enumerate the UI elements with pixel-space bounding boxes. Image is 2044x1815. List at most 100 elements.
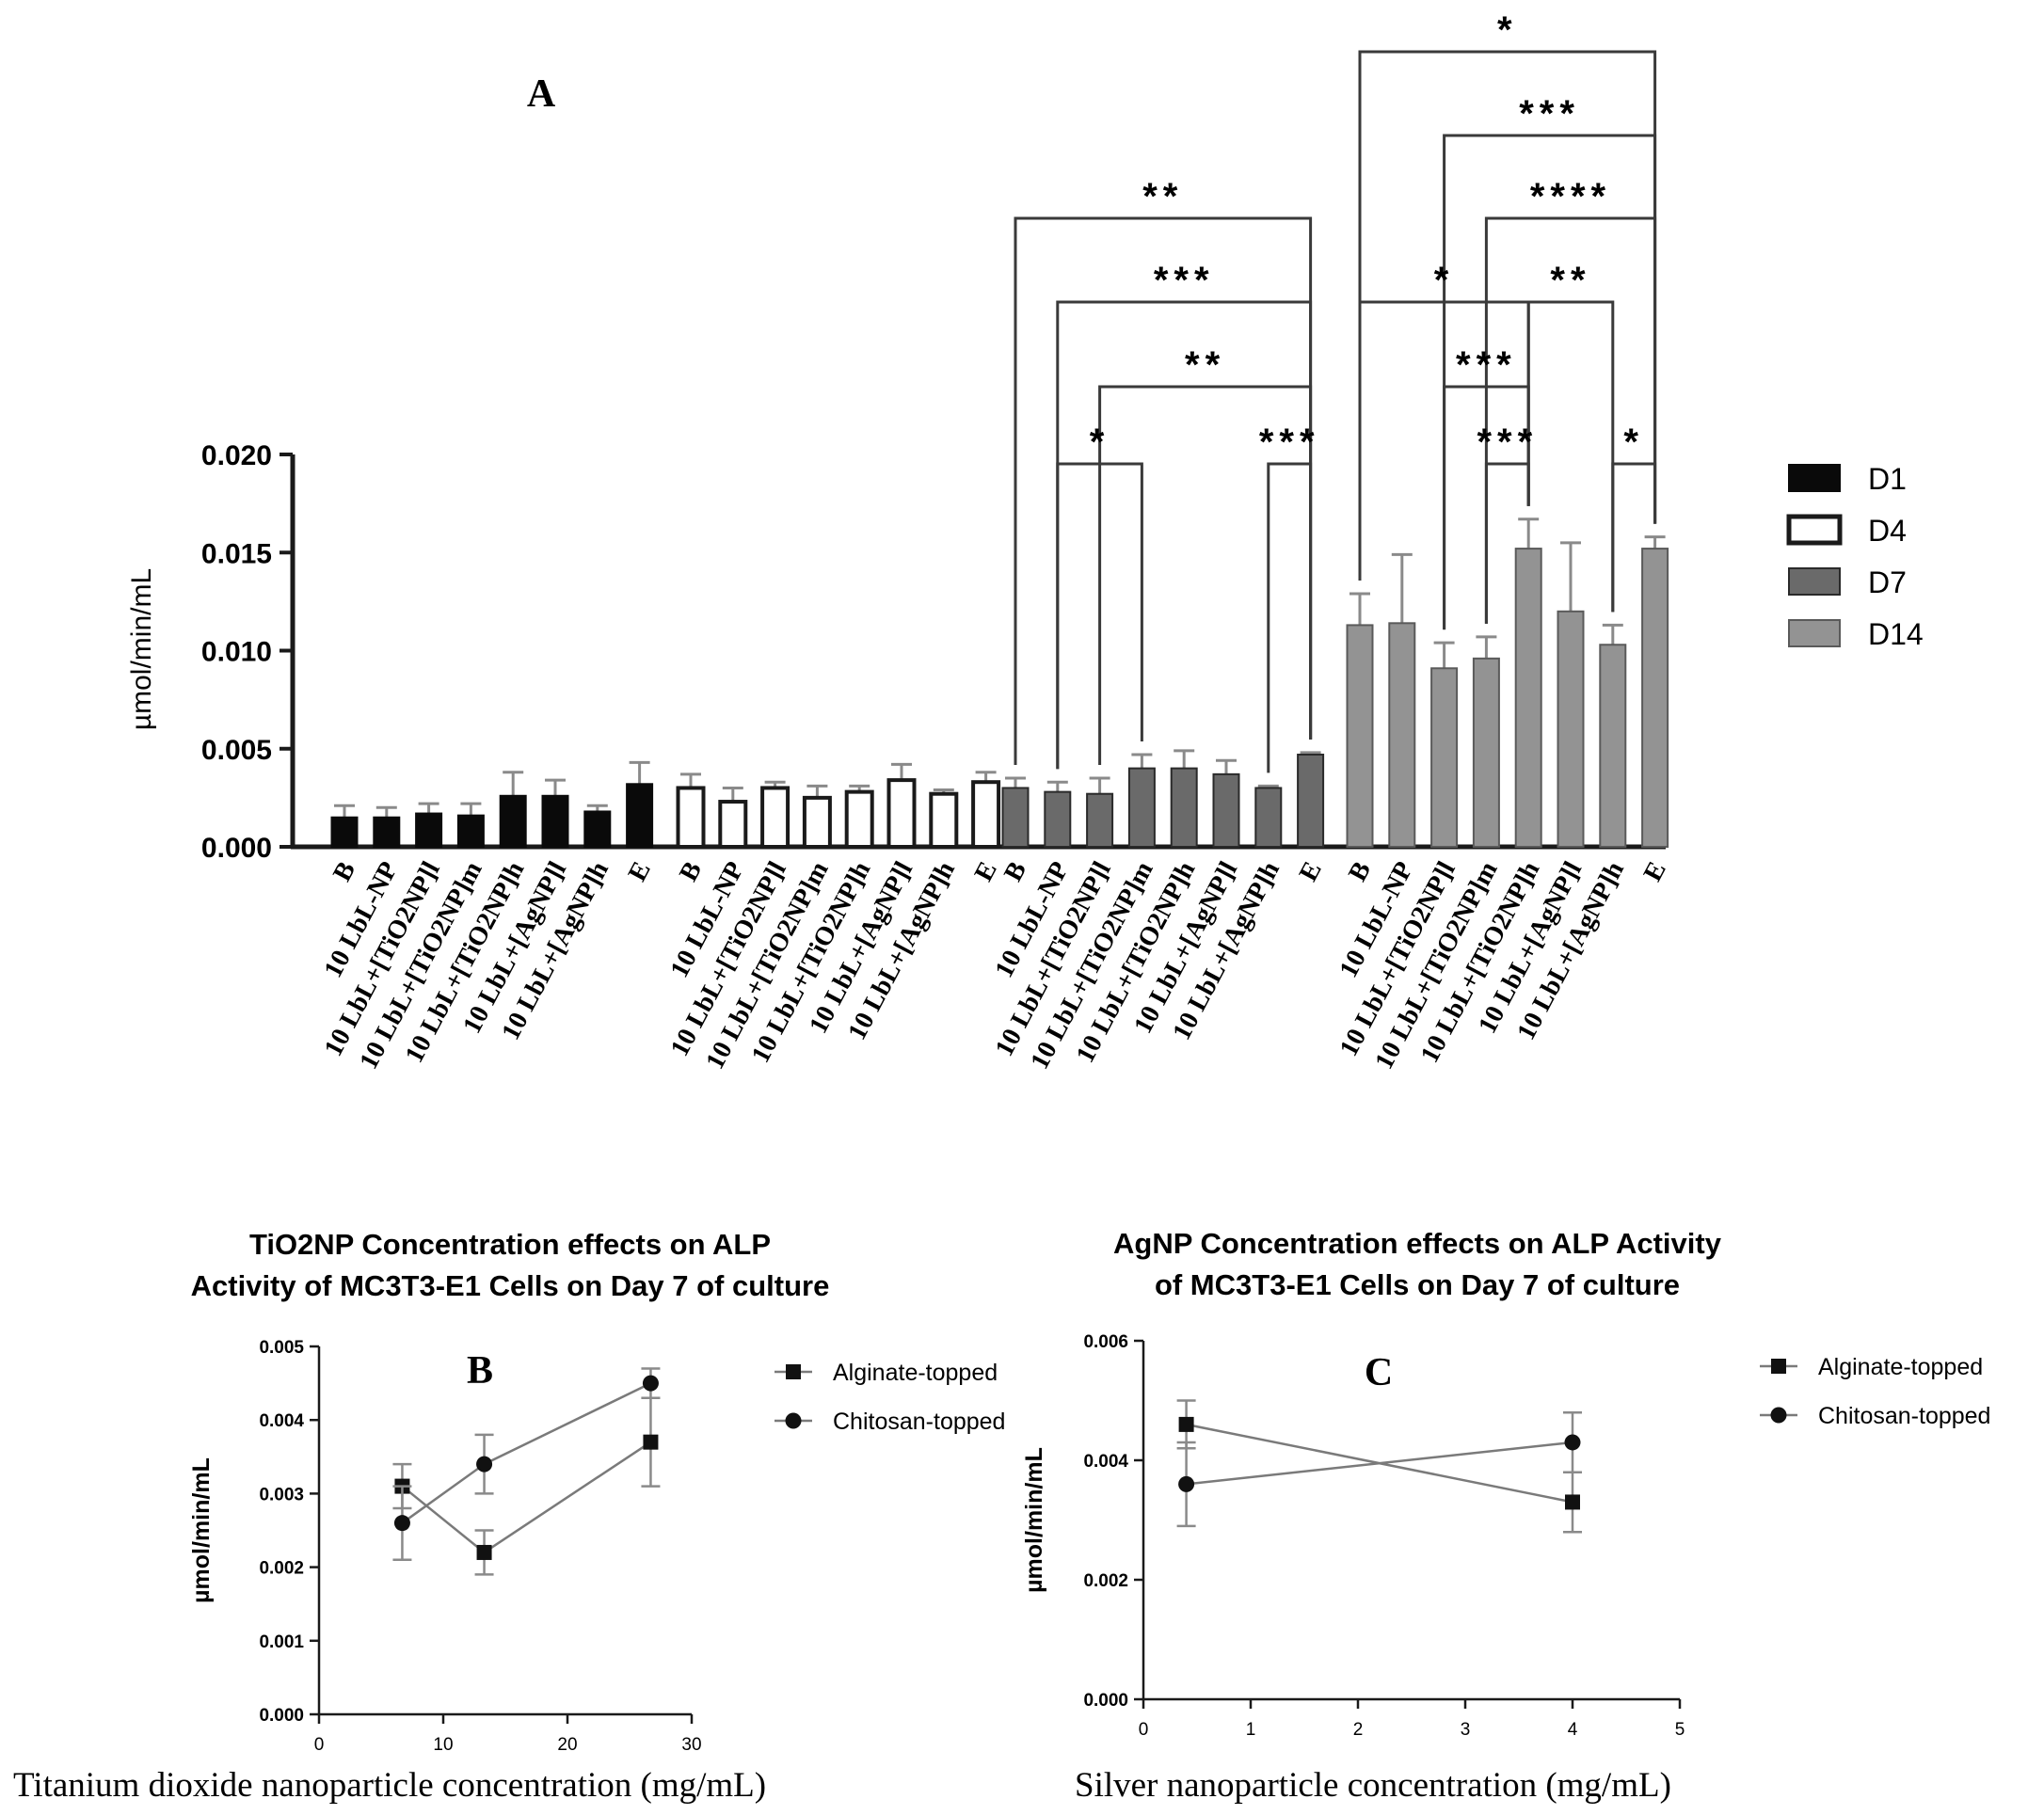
x-tick-label: 2 <box>1353 1720 1364 1740</box>
bar-d4 <box>844 789 874 849</box>
bar-d14 <box>1346 624 1374 849</box>
bar-d4 <box>760 786 790 850</box>
bar-d7 <box>1086 792 1114 849</box>
significance-stars: * <box>1434 260 1455 301</box>
bar-d14 <box>1472 657 1500 849</box>
bar-d1 <box>415 812 443 848</box>
significance-stars: ** <box>1142 176 1183 217</box>
bar-d7 <box>1044 790 1072 848</box>
legend-marker-circle <box>785 1412 802 1429</box>
significance-bracket <box>1056 462 1143 770</box>
bar-d14 <box>1388 622 1416 848</box>
data-point-chitosan-topped <box>1178 1475 1195 1492</box>
chart-title-line: AgNP Concentration effects on ALP Activi… <box>1113 1227 1722 1260</box>
y-tick-label: 0.004 <box>259 1411 304 1431</box>
bar-d1 <box>626 783 654 849</box>
data-point-chitosan-topped <box>1564 1434 1581 1451</box>
y-tick-label: 0.002 <box>259 1559 304 1579</box>
significance-stars: **** <box>1530 176 1611 217</box>
bar-d14 <box>1430 667 1459 849</box>
x-axis-label: Silver nanoparticle concentration (mg/mL… <box>1075 1766 1671 1805</box>
bar-d7 <box>1127 767 1156 848</box>
x-tick-label: 1 <box>1246 1720 1256 1740</box>
y-tick-label: 0.006 <box>1083 1332 1128 1352</box>
y-axis-label: µmol/min/mL <box>126 568 157 730</box>
significance-stars: ** <box>1185 344 1225 386</box>
legend-marker-square <box>1771 1359 1786 1374</box>
y-tick-label: 0.005 <box>259 1338 304 1358</box>
legend-swatch-d1 <box>1788 464 1841 492</box>
significance-bracket <box>1611 462 1657 613</box>
bar-d1 <box>541 794 569 848</box>
y-tick-label: 0.003 <box>259 1485 304 1505</box>
chart-title-line: of MC3T3-E1 Cells on Day 7 of culture <box>1155 1268 1680 1301</box>
legend-label-alginate-topped: Alginate-topped <box>833 1360 998 1386</box>
bar-d1 <box>456 814 485 849</box>
legend-label-d4: D4 <box>1868 514 1907 548</box>
y-tick-label: 0.000 <box>259 1706 304 1726</box>
x-tick-label: 30 <box>681 1735 701 1755</box>
panel-label-c: C <box>1365 1351 1393 1394</box>
bar-d14 <box>1557 610 1585 848</box>
x-tick-label: 20 <box>557 1735 577 1755</box>
legend-swatch-d4 <box>1786 514 1843 546</box>
series-line-chitosan-topped <box>1186 1441 1573 1486</box>
x-tick-label: 0 <box>1139 1720 1149 1740</box>
bar-d1 <box>583 810 612 848</box>
panel-b: TiO2NP Concentration effects on ALP Activ… <box>13 1228 1005 1805</box>
data-point-chitosan-topped <box>476 1456 493 1473</box>
bar-d14 <box>1641 548 1669 849</box>
bar-d4 <box>929 791 959 850</box>
legend-swatch-d14 <box>1788 619 1841 647</box>
bar-d14 <box>1599 644 1627 848</box>
y-tick-label: 0.002 <box>1083 1571 1128 1591</box>
x-tick-label: 0 <box>314 1735 325 1755</box>
data-point-alginate-topped <box>643 1434 659 1450</box>
legend-label-chitosan-topped: Chitosan-topped <box>1818 1403 1990 1429</box>
y-tick-label: 0.020 <box>201 440 272 471</box>
data-point-alginate-topped <box>476 1544 492 1560</box>
x-tick-label: 10 <box>433 1735 453 1755</box>
y-axis-label: µmol/min/mL <box>1021 1447 1047 1593</box>
bar-d1 <box>499 794 527 848</box>
data-point-alginate-topped <box>1178 1416 1194 1432</box>
significance-stars: *** <box>1259 422 1320 463</box>
y-tick-label: 0.004 <box>1083 1452 1128 1472</box>
chart-title-line: Activity of MC3T3-E1 Cells on Day 7 of c… <box>191 1269 830 1302</box>
bar-d1 <box>373 816 401 848</box>
significance-bracket <box>1484 216 1657 624</box>
legend-label-alginate-topped: Alginate-topped <box>1818 1354 1983 1380</box>
y-axis-label: µmol/min/mL <box>188 1457 215 1603</box>
bar-d4 <box>718 800 748 849</box>
y-tick-label: 0.000 <box>201 833 272 864</box>
y-tick-label: 0.000 <box>1083 1691 1128 1711</box>
bar-d4 <box>886 778 917 849</box>
significance-stars: *** <box>1154 260 1215 301</box>
legend-marker-square <box>786 1364 801 1379</box>
y-tick-label: 0.001 <box>259 1632 304 1652</box>
bar-d4 <box>802 795 832 849</box>
y-tick-label: 0.005 <box>201 735 272 766</box>
bar-d7 <box>1254 787 1283 849</box>
legend-label-d1: D1 <box>1868 462 1907 496</box>
x-tick-label: 3 <box>1461 1720 1471 1740</box>
significance-stars: *** <box>1477 422 1538 463</box>
significance-stars: * <box>1497 9 1518 51</box>
x-tick-label: 4 <box>1568 1720 1578 1740</box>
data-point-chitosan-topped <box>642 1375 659 1392</box>
legend-marker-circle <box>1770 1407 1787 1424</box>
panel-c: AgNP Concentration effects on ALP Activi… <box>1021 1227 1990 1805</box>
bar-d7 <box>1212 772 1240 848</box>
bar-d4 <box>676 786 706 850</box>
significance-bracket <box>1443 385 1530 630</box>
legend-swatch-d7 <box>1788 567 1841 596</box>
bar-d1 <box>330 816 359 848</box>
significance-stars: * <box>1090 422 1110 463</box>
bar-d7 <box>1001 787 1030 849</box>
significance-stars: * <box>1623 422 1644 463</box>
bar-d7 <box>1170 767 1198 848</box>
bar-d14 <box>1514 548 1542 849</box>
legend-label-d14: D14 <box>1868 617 1924 651</box>
